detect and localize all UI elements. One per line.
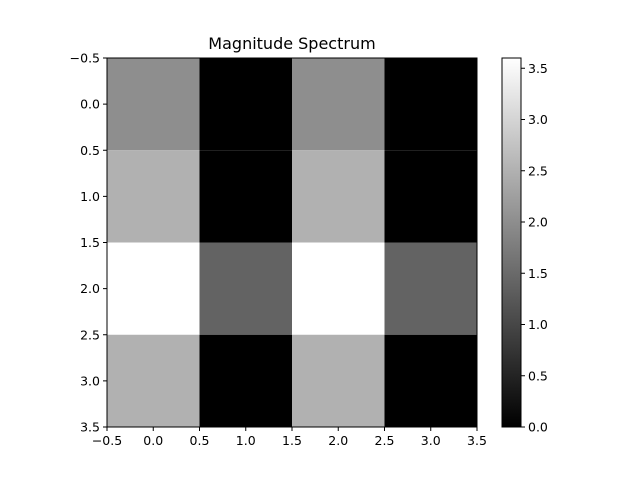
y-tick-label: 1.0 (80, 189, 100, 204)
y-tick-label: 2.0 (80, 281, 100, 296)
heatmap-cell (199, 58, 292, 151)
y-tick-label: 0.0 (80, 97, 100, 112)
x-tick-label: 3.0 (421, 433, 441, 448)
heatmap-cell (199, 242, 292, 335)
heatmap-cell (107, 150, 200, 243)
colorbar-tick-label: 3.0 (528, 112, 548, 127)
heatmap-cell (292, 242, 385, 335)
heatmap-cells (107, 58, 477, 427)
x-tick-label: 1.0 (236, 433, 256, 448)
y-tick-label: 0.5 (80, 143, 100, 158)
x-tick-label: 1.5 (282, 433, 302, 448)
x-tick-label: 0.0 (143, 433, 163, 448)
x-tick-label: 2.5 (375, 433, 395, 448)
x-tick-label: −0.5 (92, 433, 122, 448)
heatmap-cell (199, 334, 292, 427)
colorbar-tick-label: 3.5 (528, 61, 548, 76)
y-tick-label: 3.5 (80, 420, 100, 435)
colorbar-tick-label: 0.5 (528, 368, 548, 383)
x-tick-label: 2.0 (328, 433, 348, 448)
colorbar-axis: 0.0 0.5 1.0 1.5 2.0 2.5 3.0 3.5 (521, 61, 548, 435)
heatmap-cell (384, 150, 477, 243)
colorbar-tick-label: 0.0 (528, 420, 548, 435)
heatmap-cell (384, 334, 477, 427)
heatmap-cell (107, 334, 200, 427)
heatmap-cell (107, 58, 200, 151)
heatmap-cell (292, 150, 385, 243)
heatmap-cell (199, 150, 292, 243)
heatmap-cell (384, 58, 477, 151)
y-tick-label: 1.5 (80, 235, 100, 250)
heatmap-cell (292, 334, 385, 427)
y-axis: −0.5 0.0 0.5 1.0 1.5 2.0 2.5 3.0 3.5 (70, 51, 107, 435)
x-axis: −0.5 0.0 0.5 1.0 1.5 2.0 2.5 3.0 3.5 (92, 427, 487, 448)
heatmap-cell (107, 242, 200, 335)
x-tick-label: 3.5 (467, 433, 487, 448)
y-tick-label: 3.0 (80, 373, 100, 388)
colorbar-tick-label: 2.0 (528, 215, 548, 230)
colorbar-tick-label: 2.5 (528, 163, 548, 178)
heatmap-cell (384, 242, 477, 335)
y-tick-label: −0.5 (70, 51, 100, 66)
colorbar-tick-label: 1.5 (528, 266, 548, 281)
colorbar (501, 57, 522, 428)
x-tick-label: 0.5 (190, 433, 210, 448)
heatmap-cell (292, 58, 385, 151)
colorbar-tick-label: 1.0 (528, 317, 548, 332)
y-tick-label: 2.5 (80, 327, 100, 342)
chart-title: Magnitude Spectrum (208, 34, 375, 53)
